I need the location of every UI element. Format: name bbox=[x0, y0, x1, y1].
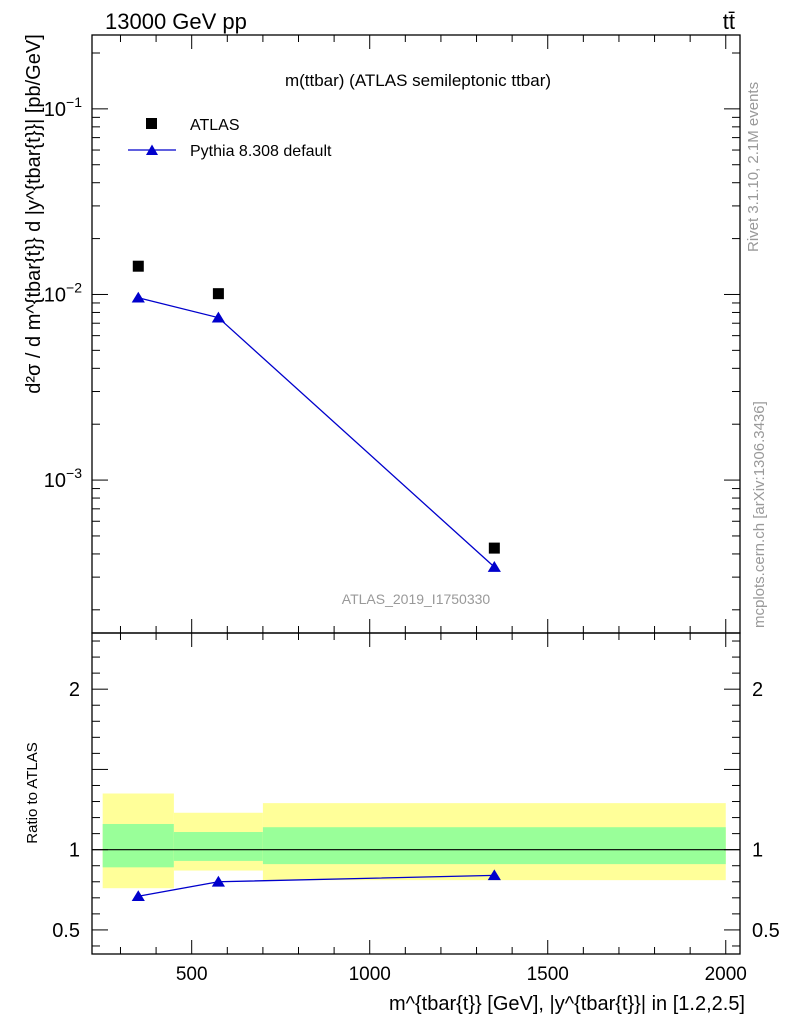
main-y-axis-label: d²σ / d m^{tbar{t}} d |y^{tbar{t}}| [pb/… bbox=[23, 34, 45, 394]
x-tick-label: 1500 bbox=[527, 964, 569, 985]
band-inner bbox=[102, 823, 174, 868]
band-inner bbox=[262, 827, 726, 865]
axis-ticks bbox=[92, 35, 740, 954]
main-y-tick-label: 10−2 bbox=[44, 279, 82, 306]
ratio-y-tick-label: 1 bbox=[69, 840, 80, 862]
atlas-point bbox=[132, 260, 144, 272]
pythia-point bbox=[487, 561, 501, 572]
atlas-point bbox=[488, 542, 500, 554]
ratio-y-tick-label-right: 2 bbox=[752, 679, 763, 701]
ratio-plot-frame bbox=[91, 632, 741, 955]
x-axis-label: m^{tbar{t}} [GeV], |y^{tbar{t}}| in [1.2… bbox=[389, 993, 745, 1015]
legend-label-atlas: ATLAS bbox=[190, 117, 240, 134]
x-tick-label: 1000 bbox=[349, 964, 391, 985]
ratio-y-tick-label: 0.5 bbox=[52, 920, 80, 942]
band-inner bbox=[173, 832, 263, 861]
pythia-point bbox=[131, 291, 145, 303]
x-tick-label: 500 bbox=[176, 964, 208, 985]
ratio-series bbox=[131, 869, 501, 902]
ratio-point bbox=[487, 869, 501, 881]
ratio-y-axis-label: Ratio to ATLAS bbox=[24, 742, 41, 843]
process-label: tt̄ bbox=[723, 9, 735, 34]
pythia-line bbox=[138, 297, 495, 568]
uncertainty-bands bbox=[102, 793, 726, 889]
ratio-point bbox=[131, 890, 145, 902]
x-tick-label: 2000 bbox=[705, 964, 747, 985]
energy-label: 13000 GeV pp bbox=[105, 9, 247, 34]
main-y-tick-label: 10−3 bbox=[44, 465, 82, 492]
main-series bbox=[131, 260, 501, 572]
mcplots-label: mcplots.cern.ch [arXiv:1306.3436] bbox=[751, 401, 768, 628]
pythia-point bbox=[211, 311, 225, 323]
analysis-label: ATLAS_2019_I1750330 bbox=[342, 591, 491, 607]
legend-label-pythia: Pythia 8.308 default bbox=[190, 143, 332, 160]
main-y-tick-label: 10−1 bbox=[44, 94, 82, 121]
ratio-y-tick-label-right: 1 bbox=[752, 840, 763, 862]
legend-marker-pythia bbox=[146, 144, 158, 155]
tick-labels: 500 1000 1500 2000 0.5 0.5 1 1 2 2 10−3 10−2 10−1 bbox=[44, 94, 780, 985]
legend: ATLAS Pythia 8.308 default bbox=[128, 117, 332, 160]
plot-title: m(ttbar) (ATLAS semileptonic ttbar) bbox=[285, 71, 551, 90]
legend-marker-atlas bbox=[146, 118, 157, 129]
rivet-version-label: Rivet 3.1.10, 2.1M events bbox=[745, 82, 762, 252]
atlas-point bbox=[212, 288, 224, 300]
ratio-y-tick-label: 2 bbox=[69, 679, 80, 701]
ratio-point bbox=[211, 875, 225, 887]
ratio-y-tick-label-right: 0.5 bbox=[752, 920, 780, 942]
